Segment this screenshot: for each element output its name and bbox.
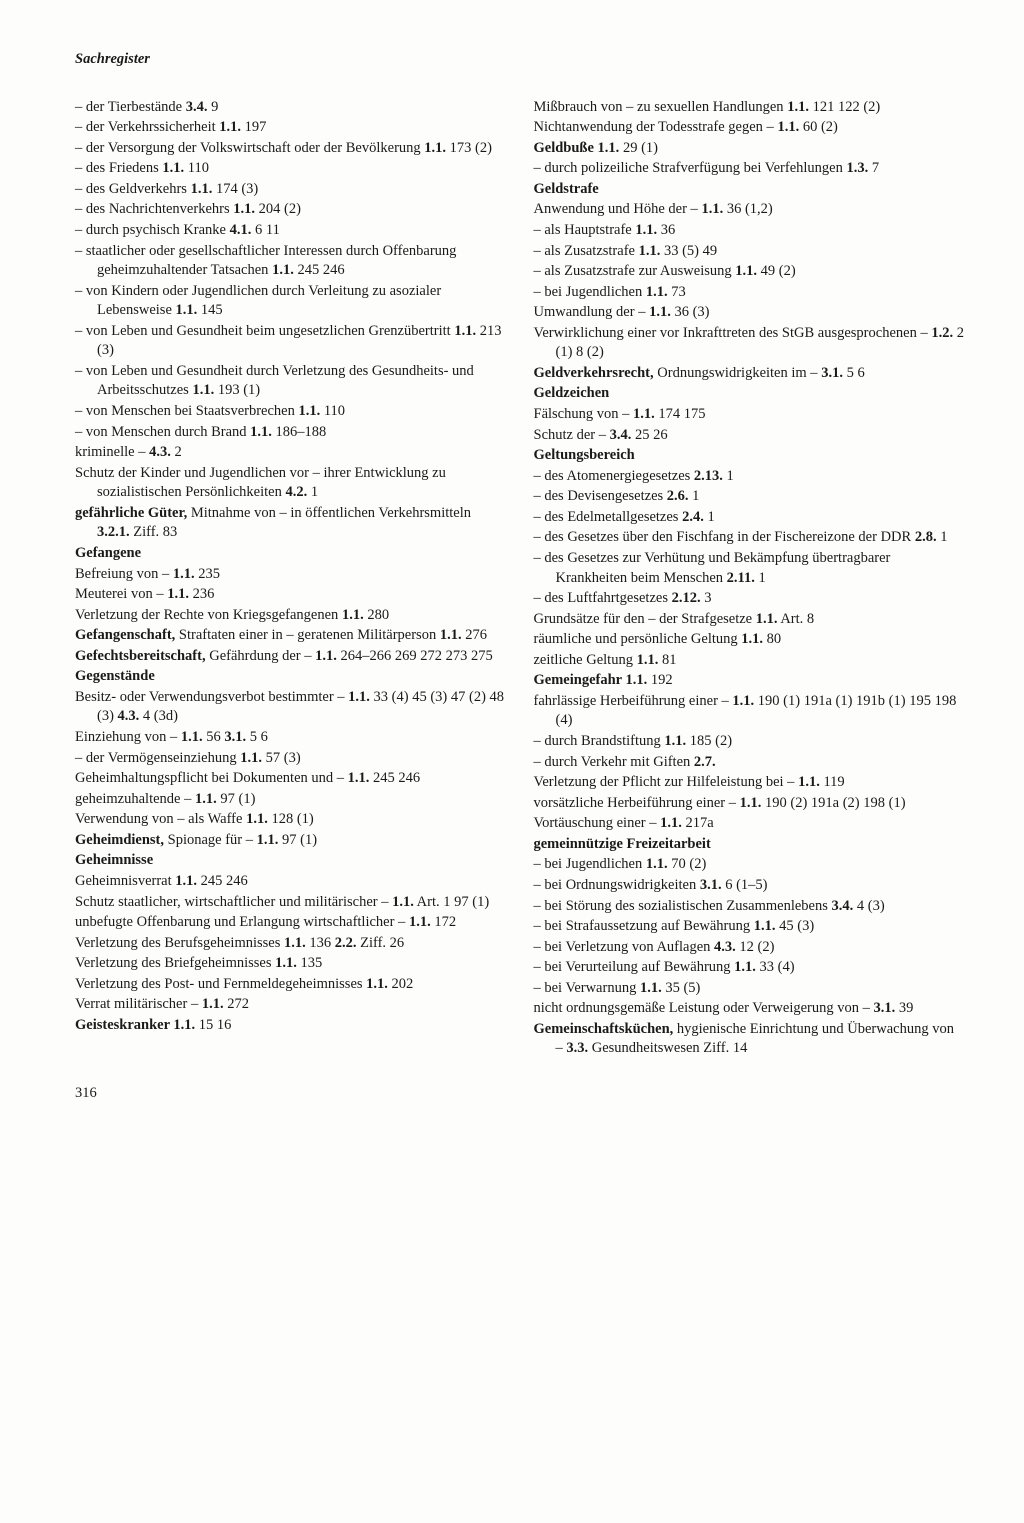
index-entry: des Geldverkehrs 1.1. 174 (3)	[75, 180, 506, 200]
index-entry: Befreiung von – 1.1. 235	[75, 565, 506, 585]
index-entry: Gegenstände	[75, 667, 506, 687]
index-entry: bei Ordnungswidrigkeiten 3.1. 6 (1–5)	[534, 876, 965, 896]
index-entry: durch Verkehr mit Giften 2.7.	[534, 753, 965, 773]
index-entry: der Tierbestände 3.4. 9	[75, 98, 506, 118]
index-entry: des Atomenergiegesetzes 2.13. 1	[534, 467, 965, 487]
index-entry: Verwendung von – als Waffe 1.1. 128 (1)	[75, 810, 506, 830]
page-header: Sachregister	[75, 50, 964, 70]
index-entry: Geldverkehrsrecht, Ordnungswidrigkeiten …	[534, 364, 965, 384]
index-entry: Verletzung des Post- und Fernmeldegeheim…	[75, 975, 506, 995]
index-entry: bei Störung des sozialistischen Zusammen…	[534, 897, 965, 917]
index-entry: des Nachrichtenverkehrs 1.1. 204 (2)	[75, 200, 506, 220]
index-entry: Anwendung und Höhe der – 1.1. 36 (1,2)	[534, 200, 965, 220]
index-entry: des Friedens 1.1. 110	[75, 159, 506, 179]
index-entry: als Hauptstrafe 1.1. 36	[534, 221, 965, 241]
index-entry: Vortäuschung einer – 1.1. 217a	[534, 814, 965, 834]
index-entry: von Leben und Gesundheit beim ungesetzli…	[75, 322, 506, 361]
index-entry: der Versorgung der Volkswirtschaft oder …	[75, 139, 506, 159]
columns: der Tierbestände 3.4. 9der Verkehrssiche…	[75, 98, 964, 1060]
index-entry: Geheimhaltungspflicht bei Dokumenten und…	[75, 769, 506, 789]
index-entry: von Menschen durch Brand 1.1. 186–188	[75, 423, 506, 443]
index-entry: bei Strafaussetzung auf Bewährung 1.1. 4…	[534, 917, 965, 937]
index-entry: durch Brandstiftung 1.1. 185 (2)	[534, 732, 965, 752]
index-entry: Geltungsbereich	[534, 446, 965, 466]
index-entry: gemeinnützige Freizeitarbeit	[534, 835, 965, 855]
index-entry: als Zusatzstrafe zur Ausweisung 1.1. 49 …	[534, 262, 965, 282]
index-entry: Schutz der – 3.4. 25 26	[534, 426, 965, 446]
index-entry: des Gesetzes zur Verhütung und Bekämpfun…	[534, 549, 965, 588]
index-entry: räumliche und persönliche Geltung 1.1. 8…	[534, 630, 965, 650]
index-entry: staatlicher oder gesellschaftlicher Inte…	[75, 242, 506, 281]
index-entry: Gemeingefahr 1.1. 192	[534, 671, 965, 691]
index-entry: Verwirklichung einer vor Inkrafttreten d…	[534, 324, 965, 363]
index-entry: Verletzung der Pflicht zur Hilfeleistung…	[534, 773, 965, 793]
index-entry: Einziehung von – 1.1. 56 3.1. 5 6	[75, 728, 506, 748]
index-entry: der Vermögenseinziehung 1.1. 57 (3)	[75, 749, 506, 769]
index-entry: Geldstrafe	[534, 180, 965, 200]
right-column: Mißbrauch von – zu sexuellen Handlungen …	[534, 98, 965, 1060]
index-entry: durch polizeiliche Strafverfügung bei Ve…	[534, 159, 965, 179]
index-entry: Schutz der Kinder und Jugendlichen vor –…	[75, 464, 506, 503]
index-entry: Fälschung von – 1.1. 174 175	[534, 405, 965, 425]
index-entry: von Kindern oder Jugendlichen durch Verl…	[75, 282, 506, 321]
index-entry: Geldbuße 1.1. 29 (1)	[534, 139, 965, 159]
index-entry: gefährliche Güter, Mitnahme von – in öff…	[75, 504, 506, 543]
index-entry: Verrat militärischer – 1.1. 272	[75, 995, 506, 1015]
index-entry: kriminelle – 4.3. 2	[75, 443, 506, 463]
index-entry: Geisteskranker 1.1. 15 16	[75, 1016, 506, 1036]
index-entry: Geheimnisverrat 1.1. 245 246	[75, 872, 506, 892]
index-entry: Geheimdienst, Spionage für – 1.1. 97 (1)	[75, 831, 506, 851]
index-entry: geheimzuhaltende – 1.1. 97 (1)	[75, 790, 506, 810]
index-entry: Gefangenschaft, Straftaten einer in – ge…	[75, 626, 506, 646]
index-entry: Verletzung des Berufsgeheimnisses 1.1. 1…	[75, 934, 506, 954]
index-entry: zeitliche Geltung 1.1. 81	[534, 651, 965, 671]
index-entry: bei Verwarnung 1.1. 35 (5)	[534, 979, 965, 999]
index-entry: bei Verurteilung auf Bewährung 1.1. 33 (…	[534, 958, 965, 978]
index-entry: unbefugte Offenbarung und Erlangung wirt…	[75, 913, 506, 933]
index-entry: als Zusatzstrafe 1.1. 33 (5) 49	[534, 242, 965, 262]
index-entry: Gefangene	[75, 544, 506, 564]
index-entry: Umwandlung der – 1.1. 36 (3)	[534, 303, 965, 323]
page-number: 316	[75, 1084, 964, 1104]
index-entry: Mißbrauch von – zu sexuellen Handlungen …	[534, 98, 965, 118]
index-entry: durch psychisch Kranke 4.1. 6 11	[75, 221, 506, 241]
index-entry: Geheimnisse	[75, 851, 506, 871]
index-entry: Besitz- oder Verwendungsverbot bestimmte…	[75, 688, 506, 727]
index-entry: fahrlässige Herbeiführung einer – 1.1. 1…	[534, 692, 965, 731]
index-entry: Grundsätze für den – der Strafgesetze 1.…	[534, 610, 965, 630]
index-entry: bei Jugendlichen 1.1. 73	[534, 283, 965, 303]
index-entry: des Devisengesetzes 2.6. 1	[534, 487, 965, 507]
index-entry: Gemeinschaftsküchen, hygienische Einrich…	[534, 1020, 965, 1059]
index-entry: Verletzung des Briefgeheimnisses 1.1. 13…	[75, 954, 506, 974]
index-entry: des Luftfahrtgesetzes 2.12. 3	[534, 589, 965, 609]
index-entry: Meuterei von – 1.1. 236	[75, 585, 506, 605]
index-entry: des Edelmetallgesetzes 2.4. 1	[534, 508, 965, 528]
index-entry: des Gesetzes über den Fischfang in der F…	[534, 528, 965, 548]
index-entry: vorsätzliche Herbeiführung einer – 1.1. …	[534, 794, 965, 814]
index-entry: nicht ordnungsgemäße Leistung oder Verwe…	[534, 999, 965, 1019]
index-entry: von Leben und Gesundheit durch Verletzun…	[75, 362, 506, 401]
index-entry: bei Verletzung von Auflagen 4.3. 12 (2)	[534, 938, 965, 958]
index-entry: bei Jugendlichen 1.1. 70 (2)	[534, 855, 965, 875]
index-entry: Verletzung der Rechte von Kriegsgefangen…	[75, 606, 506, 626]
index-entry: Gefechtsbereitschaft, Gefährdung der – 1…	[75, 647, 506, 667]
left-column: der Tierbestände 3.4. 9der Verkehrssiche…	[75, 98, 506, 1060]
index-entry: von Menschen bei Staatsverbrechen 1.1. 1…	[75, 402, 506, 422]
index-entry: der Verkehrssicherheit 1.1. 197	[75, 118, 506, 138]
index-entry: Schutz staatlicher, wirtschaftlicher und…	[75, 893, 506, 913]
index-entry: Nichtanwendung der Todesstrafe gegen – 1…	[534, 118, 965, 138]
index-entry: Geldzeichen	[534, 384, 965, 404]
